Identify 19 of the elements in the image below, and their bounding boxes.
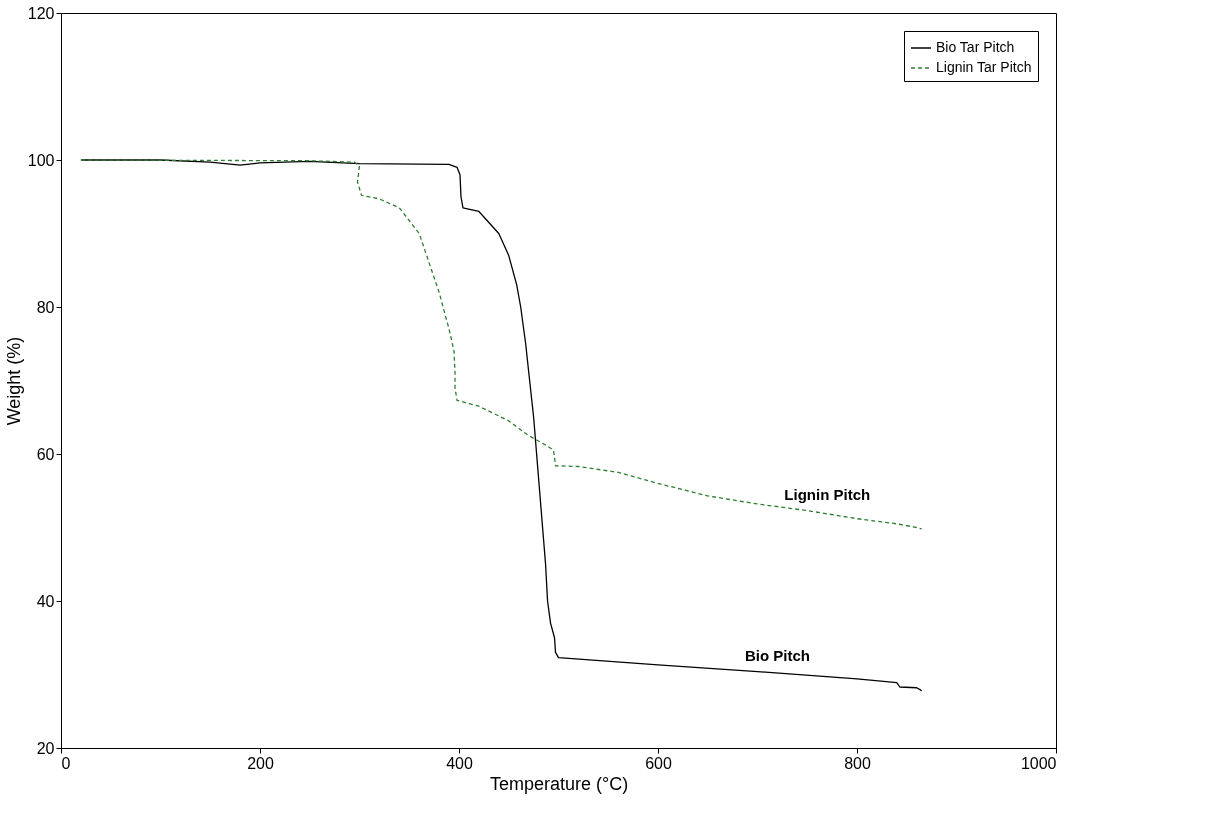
x-tick-label: 600	[645, 754, 672, 772]
x-tick-label: 0	[61, 754, 71, 772]
x-tick-label: 400	[446, 754, 473, 772]
y-tick-label: 40	[36, 592, 55, 610]
annotation: Lignin Pitch	[784, 485, 871, 503]
legend-label: Lignin Tar Pitch	[936, 59, 1032, 75]
y-tick-label: 60	[36, 445, 55, 463]
x-tick-label: 800	[844, 754, 871, 772]
legend-label: Bio Tar Pitch	[936, 39, 1015, 55]
y-tick-label: 20	[36, 739, 55, 757]
x-tick-label: 1000	[1020, 754, 1057, 772]
y-axis-title: Weight (%)	[3, 336, 24, 426]
x-axis-title: Temperature (°C)	[489, 773, 629, 794]
x-tick-label: 200	[247, 754, 274, 772]
y-tick-label: 100	[27, 151, 55, 169]
annotation: Bio Pitch	[744, 646, 811, 664]
y-tick-label: 80	[36, 298, 55, 316]
line-series	[80, 159, 923, 530]
y-tick-label: 120	[27, 4, 55, 22]
